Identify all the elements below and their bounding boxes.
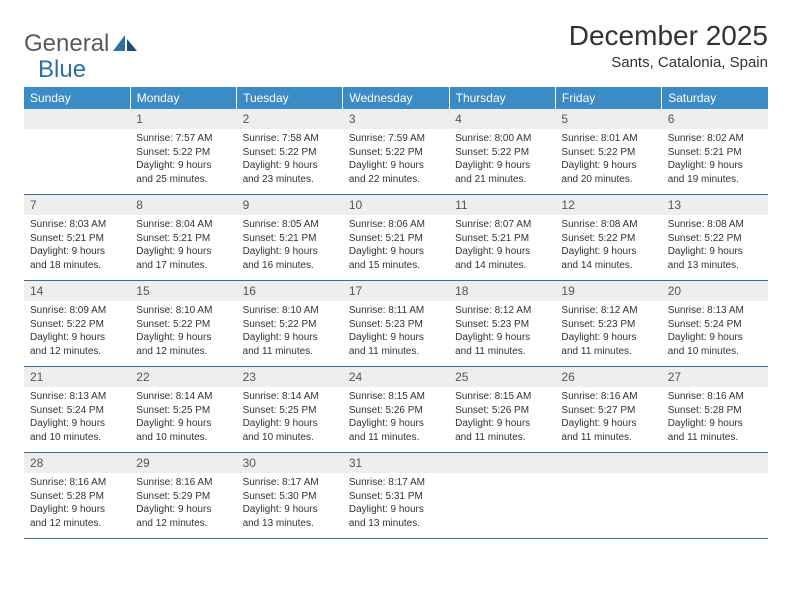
day-number-row: 14151617181920 [24, 281, 768, 302]
day-number: 24 [343, 367, 449, 388]
day-detail-cell: Sunrise: 8:12 AMSunset: 5:23 PMDaylight:… [449, 301, 555, 367]
day-number: 12 [555, 195, 661, 216]
day-detail-cell: Sunrise: 7:57 AMSunset: 5:22 PMDaylight:… [130, 129, 236, 195]
day-detail-row: Sunrise: 8:09 AMSunset: 5:22 PMDaylight:… [24, 301, 768, 367]
day-detail-cell: Sunrise: 8:03 AMSunset: 5:21 PMDaylight:… [24, 215, 130, 281]
day-number: 9 [237, 195, 343, 216]
day-detail-cell: Sunrise: 8:07 AMSunset: 5:21 PMDaylight:… [449, 215, 555, 281]
day-detail-cell: Sunrise: 8:17 AMSunset: 5:31 PMDaylight:… [343, 473, 449, 539]
day-detail-cell: Sunrise: 8:15 AMSunset: 5:26 PMDaylight:… [449, 387, 555, 453]
day-detail-cell: Sunrise: 8:09 AMSunset: 5:22 PMDaylight:… [24, 301, 130, 367]
day-number: 17 [343, 281, 449, 302]
day-number: 27 [662, 367, 768, 388]
day-detail-cell: Sunrise: 8:08 AMSunset: 5:22 PMDaylight:… [555, 215, 661, 281]
day-number: 1 [130, 109, 236, 129]
day-detail-cell: Sunrise: 8:16 AMSunset: 5:29 PMDaylight:… [130, 473, 236, 539]
day-detail-cell: Sunrise: 8:16 AMSunset: 5:28 PMDaylight:… [662, 387, 768, 453]
day-number: 8 [130, 195, 236, 216]
location: Sants, Catalonia, Spain [569, 54, 768, 71]
day-detail-row: Sunrise: 7:57 AMSunset: 5:22 PMDaylight:… [24, 129, 768, 195]
day-number-row: 21222324252627 [24, 367, 768, 388]
day-number: 28 [24, 453, 130, 474]
day-number-row: 28293031 [24, 453, 768, 474]
day-detail-cell: Sunrise: 8:14 AMSunset: 5:25 PMDaylight:… [130, 387, 236, 453]
day-number [24, 109, 130, 129]
day-number: 21 [24, 367, 130, 388]
weekday-header: Friday [555, 87, 661, 109]
day-number: 2 [237, 109, 343, 129]
day-detail-cell: Sunrise: 8:10 AMSunset: 5:22 PMDaylight:… [130, 301, 236, 367]
day-detail-cell: Sunrise: 8:15 AMSunset: 5:26 PMDaylight:… [343, 387, 449, 453]
day-detail-cell: Sunrise: 8:04 AMSunset: 5:21 PMDaylight:… [130, 215, 236, 281]
logo-text-blue: Blue [38, 56, 86, 84]
day-number: 20 [662, 281, 768, 302]
logo: General [24, 30, 141, 58]
weekday-header: Wednesday [343, 87, 449, 109]
day-detail-cell: Sunrise: 8:14 AMSunset: 5:25 PMDaylight:… [237, 387, 343, 453]
weekday-header-row: Sunday Monday Tuesday Wednesday Thursday… [24, 87, 768, 109]
day-number [449, 453, 555, 474]
title-block: December 2025 Sants, Catalonia, Spain [569, 20, 768, 71]
day-number: 13 [662, 195, 768, 216]
day-number: 16 [237, 281, 343, 302]
day-number [555, 453, 661, 474]
day-number: 19 [555, 281, 661, 302]
day-number: 4 [449, 109, 555, 129]
day-number: 18 [449, 281, 555, 302]
month-title: December 2025 [569, 20, 768, 52]
logo-sail-icon [113, 33, 139, 56]
day-number: 5 [555, 109, 661, 129]
day-number: 15 [130, 281, 236, 302]
logo-text-general: General [24, 30, 109, 58]
day-number: 11 [449, 195, 555, 216]
weekday-header: Thursday [449, 87, 555, 109]
weekday-header: Saturday [662, 87, 768, 109]
day-detail-cell: Sunrise: 8:05 AMSunset: 5:21 PMDaylight:… [237, 215, 343, 281]
day-detail-cell [449, 473, 555, 539]
day-number: 7 [24, 195, 130, 216]
day-number: 25 [449, 367, 555, 388]
day-detail-cell: Sunrise: 8:16 AMSunset: 5:28 PMDaylight:… [24, 473, 130, 539]
weekday-header: Tuesday [237, 87, 343, 109]
header: General December 2025 Sants, Catalonia, … [24, 20, 768, 71]
day-detail-cell: Sunrise: 8:13 AMSunset: 5:24 PMDaylight:… [662, 301, 768, 367]
day-detail-row: Sunrise: 8:13 AMSunset: 5:24 PMDaylight:… [24, 387, 768, 453]
day-detail-cell: Sunrise: 8:00 AMSunset: 5:22 PMDaylight:… [449, 129, 555, 195]
day-detail-cell: Sunrise: 8:13 AMSunset: 5:24 PMDaylight:… [24, 387, 130, 453]
day-detail-cell: Sunrise: 8:17 AMSunset: 5:30 PMDaylight:… [237, 473, 343, 539]
day-detail-cell: Sunrise: 8:16 AMSunset: 5:27 PMDaylight:… [555, 387, 661, 453]
day-detail-cell: Sunrise: 8:12 AMSunset: 5:23 PMDaylight:… [555, 301, 661, 367]
day-detail-cell: Sunrise: 8:11 AMSunset: 5:23 PMDaylight:… [343, 301, 449, 367]
day-number: 22 [130, 367, 236, 388]
day-detail-cell: Sunrise: 7:59 AMSunset: 5:22 PMDaylight:… [343, 129, 449, 195]
day-number: 3 [343, 109, 449, 129]
day-detail-row: Sunrise: 8:03 AMSunset: 5:21 PMDaylight:… [24, 215, 768, 281]
calendar-table: Sunday Monday Tuesday Wednesday Thursday… [24, 87, 768, 539]
day-number: 29 [130, 453, 236, 474]
day-number: 26 [555, 367, 661, 388]
day-detail-cell: Sunrise: 8:06 AMSunset: 5:21 PMDaylight:… [343, 215, 449, 281]
day-number: 10 [343, 195, 449, 216]
day-detail-cell: Sunrise: 8:01 AMSunset: 5:22 PMDaylight:… [555, 129, 661, 195]
weekday-header: Sunday [24, 87, 130, 109]
day-detail-cell [24, 129, 130, 195]
day-detail-cell: Sunrise: 8:08 AMSunset: 5:22 PMDaylight:… [662, 215, 768, 281]
day-number-row: 78910111213 [24, 195, 768, 216]
day-detail-cell [555, 473, 661, 539]
day-number: 6 [662, 109, 768, 129]
day-number: 23 [237, 367, 343, 388]
weekday-header: Monday [130, 87, 236, 109]
day-number [662, 453, 768, 474]
day-number: 31 [343, 453, 449, 474]
day-number-row: 123456 [24, 109, 768, 129]
day-detail-cell: Sunrise: 7:58 AMSunset: 5:22 PMDaylight:… [237, 129, 343, 195]
day-detail-row: Sunrise: 8:16 AMSunset: 5:28 PMDaylight:… [24, 473, 768, 539]
day-detail-cell [662, 473, 768, 539]
day-detail-cell: Sunrise: 8:02 AMSunset: 5:21 PMDaylight:… [662, 129, 768, 195]
day-number: 14 [24, 281, 130, 302]
day-number: 30 [237, 453, 343, 474]
day-detail-cell: Sunrise: 8:10 AMSunset: 5:22 PMDaylight:… [237, 301, 343, 367]
